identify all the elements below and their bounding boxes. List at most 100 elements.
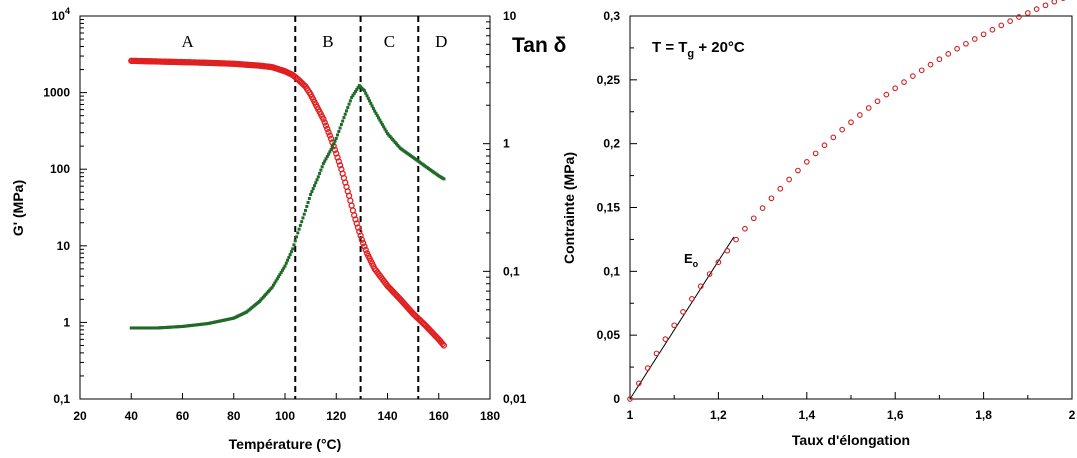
stress-point <box>883 91 890 98</box>
gprime-point <box>347 197 354 204</box>
stress-x-ticks: 1 1,2 1,4 1,6 1,8 2 <box>627 392 1076 422</box>
stress-point <box>848 119 854 126</box>
tan-delta-point <box>350 95 354 99</box>
dma-y-tick-label: 1 <box>63 315 70 329</box>
stress-point <box>777 185 784 192</box>
region-dividers <box>294 16 420 399</box>
tan-delta-point <box>309 192 313 196</box>
gprime-point <box>360 239 367 247</box>
tan-delta-point <box>366 96 370 100</box>
dma-x-ticks: 20 40 60 80 100 120 140 160 180 <box>73 393 500 423</box>
stress-point <box>803 159 810 165</box>
stress-strain-chart: 1 1,2 1,4 1,6 1,8 2 0 0,05 0,1 0,15 0,2 0,25 0,3 Ta… <box>561 0 1076 448</box>
tan-delta-point <box>346 106 350 110</box>
region-labels: A B C D <box>181 32 447 51</box>
gprime-point <box>348 202 355 209</box>
stress-x-tick-label: 1,2 <box>710 408 727 422</box>
stress-point <box>1051 0 1058 5</box>
tan-delta-point <box>319 168 323 172</box>
tan-delta-point <box>343 112 347 116</box>
stress-point <box>945 51 952 57</box>
gprime-point <box>322 122 330 129</box>
tan-delta-point <box>353 90 357 94</box>
tan-delta-point <box>277 275 281 279</box>
stress-series <box>627 0 1066 402</box>
tan-delta-point <box>302 212 306 216</box>
stress-point <box>998 22 1005 29</box>
tan-delta-point <box>356 86 360 90</box>
dma-y2-tick-label: 10 <box>503 9 517 23</box>
stress-y-ticks: 0 0,05 0,1 0,15 0,2 0,25 0,3 <box>597 9 637 406</box>
stress-x-tick-label: 2 <box>1069 408 1076 422</box>
region-label-b: B <box>322 32 333 51</box>
gprime-point <box>325 129 332 136</box>
tan-delta-point <box>287 255 291 259</box>
tan-delta-point <box>336 133 340 137</box>
tan-delta-point <box>377 116 381 120</box>
tan-delta-point <box>348 99 352 103</box>
stress-point <box>865 105 872 111</box>
tan-delta-point <box>275 277 279 281</box>
stress-point <box>1042 2 1049 9</box>
dma-y-tick-label: 100 <box>50 162 70 176</box>
dma-y-tick-label: 104 <box>52 6 70 23</box>
tan-delta-point <box>271 283 275 287</box>
stress-point <box>742 225 748 232</box>
tan-delta-point <box>330 145 334 149</box>
tan-delta-point <box>442 177 446 181</box>
stress-y-tick-label: 0,15 <box>597 201 621 215</box>
tan-delta-point <box>310 190 314 194</box>
tan-delta-point <box>334 136 338 140</box>
stress-point <box>910 73 916 79</box>
stress-point <box>759 205 766 212</box>
stress-x-tick-label: 1,8 <box>975 408 992 422</box>
region-label-d: D <box>435 32 447 51</box>
tangent-line <box>629 236 735 400</box>
tan-delta-point <box>352 92 356 96</box>
tan-delta-point <box>380 123 384 127</box>
dma-y-axis-label: G' (MPa) <box>10 180 26 236</box>
tan-delta-point <box>369 101 373 105</box>
gprime-point <box>361 243 368 250</box>
stress-point <box>892 85 899 92</box>
stress-point <box>971 36 978 42</box>
stress-y-tick-label: 0,25 <box>597 73 621 87</box>
gprime-point <box>333 150 340 157</box>
dma-y2-tick-label: 0,01 <box>503 392 527 406</box>
dma-y2-tick-label: 1 <box>503 137 510 151</box>
tan-delta-point <box>318 171 322 175</box>
tan-delta-point <box>278 273 282 277</box>
stress-point <box>936 56 943 63</box>
stress-point <box>830 134 837 141</box>
stress-point <box>839 126 846 133</box>
stress-y-tick-label: 0,3 <box>603 9 620 23</box>
gprime-point <box>440 342 448 349</box>
dma-y-tick-label: 10 <box>57 239 71 253</box>
gprime-point <box>335 158 342 165</box>
tan-delta-point <box>382 125 386 129</box>
stress-point <box>1016 14 1022 20</box>
tan-delta-point <box>291 247 295 251</box>
stress-point <box>644 365 651 371</box>
tan-delta-point <box>341 119 345 123</box>
tan-delta-point <box>305 204 309 208</box>
stress-point <box>812 150 819 157</box>
gprime-point <box>320 116 327 123</box>
gprime-point <box>334 154 341 161</box>
tan-delta-point <box>301 216 305 220</box>
tan-delta-point <box>375 114 379 118</box>
dma-y-tick-label: 1000 <box>43 86 70 100</box>
tan-delta-point <box>374 111 378 115</box>
tan-delta-point <box>297 227 301 231</box>
annotation-subscript: g <box>687 48 694 60</box>
stress-y-tick-label: 0 <box>613 392 620 406</box>
tan-delta-point <box>339 123 343 127</box>
tan-delta-point <box>298 223 302 227</box>
dma-y-tick-label: 0,1 <box>53 392 70 406</box>
tan-delta-point <box>370 104 374 108</box>
tan-delta-point <box>329 148 333 152</box>
tan-delta-point <box>328 150 332 154</box>
tan-delta-point <box>379 120 383 124</box>
tan-delta-point <box>311 187 315 191</box>
stress-y-tick-label: 0,2 <box>603 137 620 151</box>
